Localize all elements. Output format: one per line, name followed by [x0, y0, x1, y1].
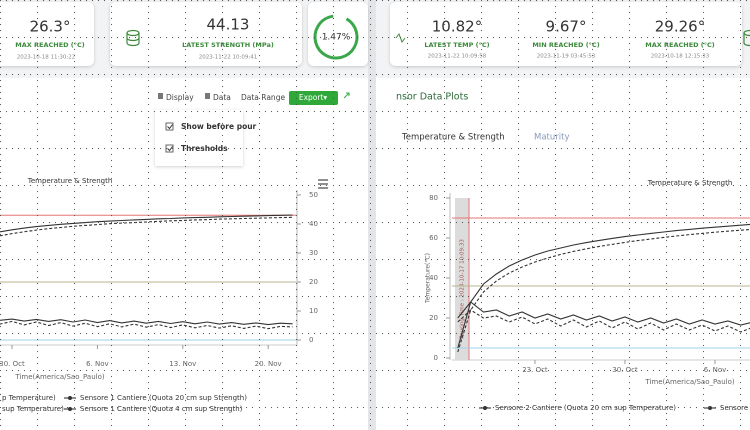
x-tick-label: 30. Oct [612, 366, 638, 374]
y-tick-label: 50 [309, 191, 318, 199]
series-line [457, 228, 750, 353]
stat-date: 2023-11-22 10:09:58 [428, 54, 487, 60]
y-tick-label: 80 [429, 194, 438, 202]
stat-value: 26.3° [30, 18, 71, 36]
display-icon [158, 93, 163, 99]
plot-area [0, 214, 296, 341]
stat-date: 2023-11-19 03:45:53 [537, 54, 596, 60]
y-tick-label: 20 [429, 314, 438, 322]
stat-label: MAX REACHED (°C) [645, 41, 715, 49]
section-heading: nsor Data Plots [396, 92, 468, 103]
series-line [457, 301, 750, 326]
tab[interactable]: Maturity [534, 133, 569, 143]
stat-label: LATEST TEMP (°C) [424, 41, 489, 49]
stat-value: 9.67° [546, 18, 587, 36]
export-label[interactable]: Export▾ [299, 93, 328, 102]
y-tick-label: 20 [309, 278, 318, 286]
stat-date: 2023-10-18 12:15:33 [651, 54, 710, 60]
chart-title: Temperature & Strength [27, 177, 113, 185]
expand-icon[interactable] [343, 92, 350, 99]
x-tick-label: 13. Nov [169, 360, 196, 368]
chart-menu-icon[interactable] [318, 179, 328, 189]
series-line [0, 216, 293, 237]
legend-label: p Temperature) [2, 394, 56, 402]
legend-label: Sensore 2 Cantiere (Quota 20 cm sup Temp… [495, 404, 676, 412]
y-tick-label: 10 [309, 307, 318, 315]
x-axis-label: Time(America/Sao_Paulo) [14, 373, 104, 381]
x-tick-label: 23. Oct [522, 366, 548, 374]
series-line [0, 214, 293, 233]
gauge-value: 1.47% [322, 33, 351, 43]
data-icon [205, 93, 210, 99]
display-menu [155, 110, 243, 166]
stat-value: 44.13 [207, 16, 250, 34]
legend-marker [708, 406, 712, 410]
panel-divider [368, 0, 376, 430]
menu-option[interactable]: Show before pour [181, 122, 257, 131]
y-tick-label: 0 [434, 354, 438, 362]
legend-marker [483, 406, 487, 410]
legend-marker [68, 396, 72, 400]
stat-label: MIN REACHED (°C) [532, 41, 599, 49]
x-tick-label: 6. Nov [86, 360, 109, 368]
x-tick-label: 30. Oct [0, 360, 25, 368]
menu-option[interactable]: Thresholds [181, 144, 228, 153]
stat-label: MAX REACHED (°C) [15, 41, 85, 49]
toolbar-button[interactable]: Display [166, 93, 194, 102]
x-tick-label: 6. Nov [704, 366, 727, 374]
stat-date: 2023-10-18 11:30:22 [17, 55, 75, 61]
chart-title: Temperature & Strength [647, 179, 733, 187]
y-axis-label: Temperature(°C) [425, 253, 432, 304]
legend-label: Sensore 1 Cantiere (Quota 4 cm sup Stren… [80, 405, 243, 413]
x-axis-label: Time(America/Sao_Paulo) [644, 378, 734, 386]
stat-date: 2023-11-22 10:09:41 [199, 55, 257, 61]
stat-label: LATEST STRENGTH (MPa) [182, 41, 274, 49]
legend-marker [68, 407, 72, 411]
stat-value: 29.26° [655, 18, 705, 36]
legend-label: Sensore 2 [720, 404, 750, 412]
toolbar-button[interactable]: Data Range [241, 93, 285, 102]
plot-area [452, 217, 750, 353]
y-tick-label: 0 [309, 336, 313, 344]
legend-label: sup Temperature) [2, 405, 64, 413]
y-tick-label: 60 [429, 234, 438, 242]
stat-value: 10.82° [432, 18, 482, 36]
y-tick-label: 30 [309, 249, 318, 257]
y-tick-label: 40 [309, 220, 318, 228]
x-tick-label: 20. Nov [255, 360, 282, 368]
toolbar-button[interactable]: Data [213, 93, 231, 102]
legend-label: Sensore 1 Cantiere (Quota 20 cm sup Stre… [80, 394, 247, 402]
tab[interactable]: Temperature & Strength [401, 133, 505, 143]
series-line [0, 320, 293, 330]
